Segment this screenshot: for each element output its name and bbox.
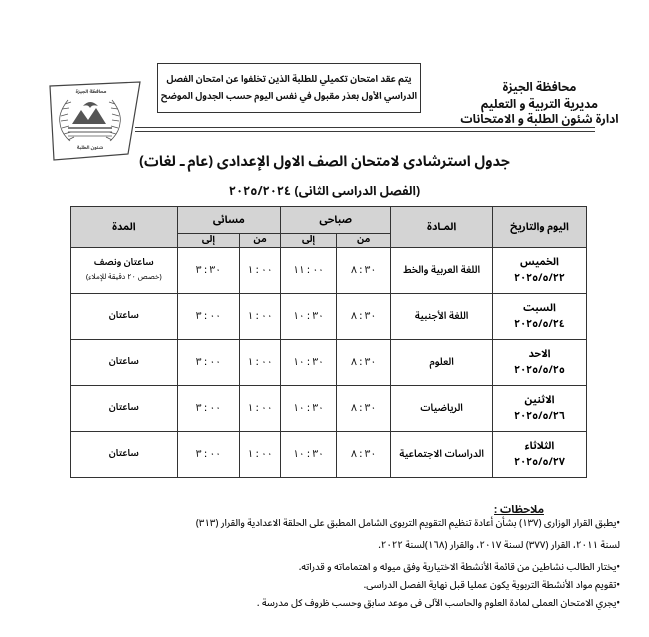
- svg-text:محافظة الجيزة: محافظة الجيزة: [76, 86, 107, 97]
